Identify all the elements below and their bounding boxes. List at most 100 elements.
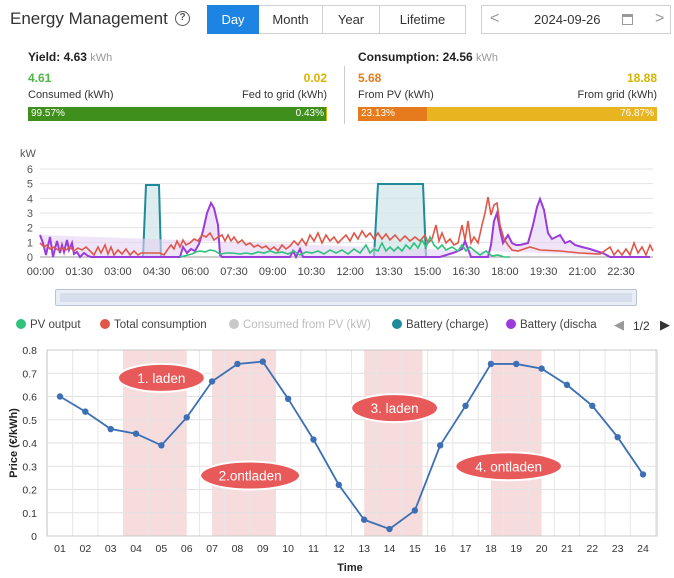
- price-point: [639, 471, 647, 478]
- legend-prev-icon[interactable]: ◀: [614, 319, 624, 332]
- consumed-value: 4.61: [28, 71, 52, 85]
- y-tick-label: 0.5: [22, 415, 37, 427]
- x-tick-label: 21: [561, 543, 573, 555]
- x-tick-label: 14: [384, 543, 396, 555]
- legend-dot-icon: [506, 319, 516, 329]
- consumption-heading: Consumption: 24.56 kWh: [358, 50, 657, 64]
- date-value[interactable]: 2024-09-26: [534, 12, 601, 27]
- calendar-icon[interactable]: [622, 14, 633, 25]
- legend-label: PV output: [30, 319, 81, 331]
- consumption-value: 24.56: [442, 50, 473, 64]
- y-tick-label: 0.1: [22, 508, 37, 520]
- chevron-right-icon[interactable]: >: [655, 10, 665, 27]
- from-grid-value: 18.88: [626, 71, 657, 85]
- legend-next-icon[interactable]: ▶: [660, 319, 670, 332]
- legend-label: Consumed from PV (kW): [243, 319, 371, 331]
- y-tick-label: 0.3: [22, 461, 37, 473]
- header-bar: Energy Management ? Day Month Year Lifet…: [0, 0, 674, 42]
- fed-bar-segment: [325, 107, 327, 121]
- tab-lifetime[interactable]: Lifetime: [380, 5, 466, 34]
- date-picker[interactable]: < 2024-09-26 >: [481, 5, 671, 34]
- x-tick-label: 17: [460, 543, 472, 555]
- price-point: [183, 414, 190, 421]
- price-point: [563, 381, 571, 389]
- from-pv-label: From PV (kWh): [358, 89, 434, 101]
- yield-bar: 99.57% 0.43%: [28, 107, 327, 121]
- y-tick-label: 0.7: [22, 368, 37, 380]
- fed-to-grid-label: Fed to grid (kWh): [242, 89, 327, 101]
- chevron-left-icon[interactable]: <: [490, 10, 500, 27]
- from-grid-pct: 76.87%: [620, 108, 654, 119]
- from-grid-bar-segment: [427, 107, 657, 121]
- legend-page: 1/2: [633, 319, 650, 333]
- y-tick-label: 5: [27, 179, 33, 191]
- annotation-label: 4. ontladen: [475, 459, 542, 474]
- x-tick-label: 21:00: [569, 266, 597, 278]
- consumption-summary: Consumption: 24.56 kWh 5.68 18.88 From P…: [358, 50, 657, 130]
- price-point: [462, 402, 469, 409]
- annotation-bubble: [454, 451, 563, 482]
- price-point: [386, 525, 393, 533]
- help-icon[interactable]: ?: [175, 11, 190, 26]
- x-tick-label: 04: [130, 543, 142, 555]
- x-tick-label: 07: [206, 543, 218, 555]
- x-tick-label: 05: [156, 543, 168, 555]
- price-point: [411, 507, 419, 514]
- legend-pv-output[interactable]: PV output: [16, 319, 81, 331]
- x-tick-label: 12: [333, 543, 345, 555]
- chart-range-scrollbar[interactable]: [55, 289, 637, 306]
- price-point: [335, 481, 343, 489]
- consumption-bar: 23.13% 76.87%: [358, 107, 657, 121]
- price-point: [538, 365, 545, 372]
- x-tick-label: 15:00: [414, 266, 442, 278]
- y-tick-label: 0: [31, 531, 37, 543]
- power-chart[interactable]: 0 1 2 3 4 5 6 00:00 01:30 03:00 04:30 06:00 07:30 09:…: [0, 155, 674, 280]
- legend-label: Battery (charge): [406, 319, 489, 331]
- annotation-bubble: [116, 362, 206, 393]
- x-tick-label: 24: [637, 543, 649, 555]
- price-point: [132, 430, 140, 437]
- x-tick-label: 13: [358, 543, 370, 555]
- yield-heading: Yield: 4.63 kWh: [28, 50, 327, 64]
- summary-divider: [344, 66, 345, 124]
- consumed-bar-segment: 99.57%: [28, 107, 326, 121]
- from-pv-bar-segment: 23.13%: [358, 107, 428, 121]
- price-point: [513, 360, 520, 368]
- price-point: [234, 360, 241, 368]
- consumption-unit: kWh: [476, 52, 499, 64]
- tab-year[interactable]: Year: [323, 5, 380, 34]
- y-tick-label: 0: [27, 252, 33, 264]
- legend-battery-discharge[interactable]: Battery (discha: [506, 319, 602, 331]
- x-tick-label: 02: [80, 543, 92, 555]
- tab-day[interactable]: Day: [207, 5, 259, 34]
- legend-label: Battery (discha: [520, 319, 597, 331]
- y-tick-label: 0.6: [22, 392, 37, 404]
- price-point: [360, 516, 368, 523]
- y-tick-label: 3: [27, 208, 33, 220]
- x-tick-label: 19:30: [530, 266, 558, 278]
- x-tick-label: 03: [105, 543, 117, 555]
- x-tick-label: 10: [282, 543, 294, 555]
- legend-battery-charge[interactable]: Battery (charge): [392, 319, 488, 331]
- x-tick-label: 22:30: [607, 266, 635, 278]
- consumption-label: Consumption:: [358, 50, 440, 64]
- plot-frame: [46, 349, 658, 537]
- x-tick-label: 22: [586, 543, 598, 555]
- price-point: [208, 378, 216, 385]
- tab-month[interactable]: Month: [259, 5, 323, 34]
- annotation-bubble: [199, 460, 302, 491]
- page-title: Energy Management: [10, 9, 168, 28]
- price-point: [310, 436, 317, 443]
- legend-total-consumption[interactable]: Total consumption: [100, 319, 207, 331]
- x-tick-label: 09:00: [259, 266, 287, 278]
- legend-consumed-from-pv[interactable]: Consumed from PV (kW): [229, 319, 371, 331]
- scrollbar-thumb[interactable]: [60, 293, 632, 302]
- x-tick-label: 18:00: [491, 266, 519, 278]
- price-point: [158, 442, 165, 449]
- consumed-label: Consumed (kWh): [28, 89, 114, 101]
- price-point: [82, 408, 89, 415]
- price-point: [284, 395, 292, 403]
- price-point: [487, 360, 495, 368]
- x-tick-label: 01:30: [65, 266, 93, 278]
- x-tick-label: 00:00: [27, 266, 55, 278]
